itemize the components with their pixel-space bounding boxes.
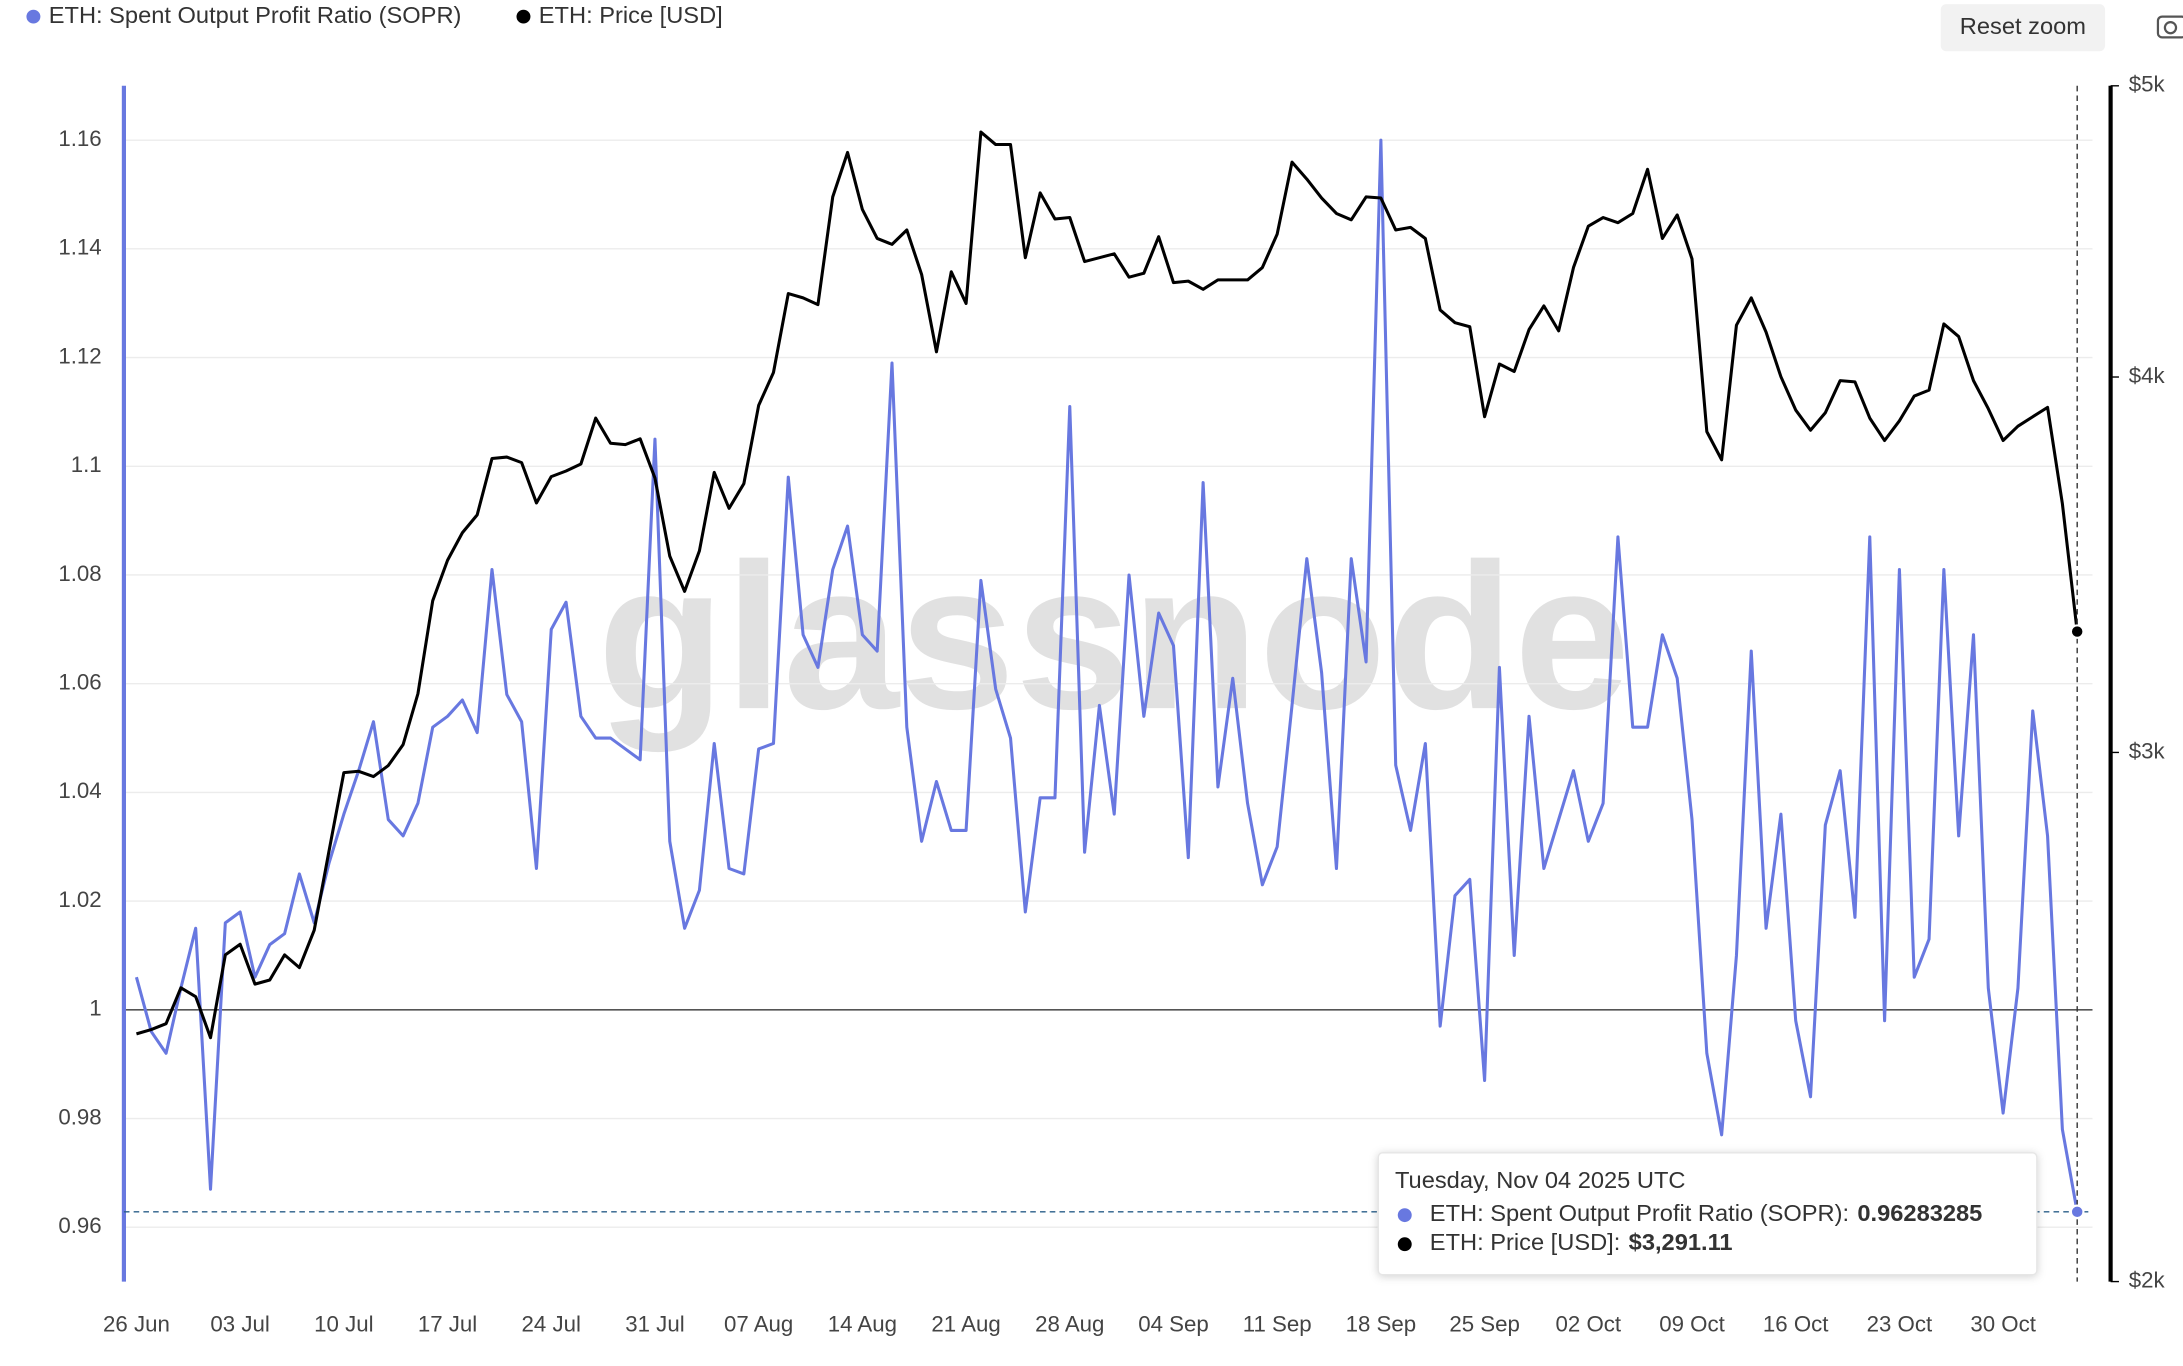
x-tick-label: 11 Sep xyxy=(1243,1312,1312,1337)
x-tick-label: 24 Jul xyxy=(522,1312,581,1337)
y-tick-label: 1.12 xyxy=(58,343,101,368)
y-tick-label: 1.06 xyxy=(58,670,101,695)
y-tick-label: 1.1 xyxy=(71,452,102,477)
tooltip-row-label: ETH: Price [USD]: xyxy=(1430,1229,1621,1255)
legend-label: ETH: Spent Output Profit Ratio (SOPR) xyxy=(49,2,462,28)
x-tick-label: 21 Aug xyxy=(931,1312,1000,1337)
series-line xyxy=(134,138,2079,1213)
tooltip-row-value: 0.96283285 xyxy=(1857,1200,1982,1226)
camera-body[interactable] xyxy=(2156,15,2183,39)
legend-label: ETH: Price [USD] xyxy=(539,2,723,28)
hover-marker xyxy=(2069,624,2085,639)
tooltip-row: ETH: Price [USD]: $3,291.11 xyxy=(1430,1229,1733,1255)
y-tick-label: 1 xyxy=(89,996,101,1021)
y-tick-label: 1.16 xyxy=(58,126,101,151)
tooltip-marker xyxy=(1397,1237,1412,1252)
y-tick-label: 1.04 xyxy=(58,778,101,803)
tooltip-title: Tuesday, Nov 04 2025 UTC xyxy=(1395,1167,1685,1193)
reset-zoom-button[interactable]: Reset zoom xyxy=(1940,4,2106,52)
button-background[interactable] xyxy=(1940,4,2106,52)
x-tick-label: 30 Oct xyxy=(1970,1312,2036,1337)
legend-marker xyxy=(516,9,531,24)
x-tick-label: 26 Jun xyxy=(103,1312,170,1337)
x-tick-label: 09 Oct xyxy=(1659,1312,1725,1337)
series-line xyxy=(136,130,2079,1040)
y2-tick-label: $5k xyxy=(2129,72,2166,97)
y-tick-label: 0.96 xyxy=(58,1213,101,1238)
tooltip-background xyxy=(1377,1152,2038,1276)
camera-icon[interactable] xyxy=(2156,15,2183,39)
tooltip-row-value: $3,291.11 xyxy=(1629,1229,1733,1255)
x-tick-label: 18 Sep xyxy=(1346,1312,1417,1337)
x-tick-label: 25 Sep xyxy=(1449,1312,1520,1337)
tooltip: Tuesday, Nov 04 2025 UTC ETH: Spent Outpu… xyxy=(1377,1152,2038,1276)
camera-lens[interactable] xyxy=(2163,21,2178,35)
x-tick-label: 04 Sep xyxy=(1138,1312,1209,1337)
y2-tick-label: $2k xyxy=(2129,1267,2166,1292)
x-tick-label: 03 Jul xyxy=(210,1312,269,1337)
x-tick-label: 31 Jul xyxy=(625,1312,684,1337)
button-label[interactable]: Reset zoom xyxy=(1960,13,2086,39)
legend: ETH: Spent Output Profit Ratio (SOPR) ETH… xyxy=(26,2,723,28)
x-tick-label: 23 Oct xyxy=(1867,1312,1933,1337)
y2-tick-label: $3k xyxy=(2129,738,2166,763)
y-tick-label: 0.98 xyxy=(58,1104,101,1129)
x-tick-label: 28 Aug xyxy=(1035,1312,1104,1337)
legend-marker xyxy=(26,9,41,24)
x-tick-label: 17 Jul xyxy=(418,1312,477,1337)
x-tick-label: 16 Oct xyxy=(1763,1312,1829,1337)
y2-tick-label: $4k xyxy=(2129,363,2166,388)
hover-marker xyxy=(2069,1204,2085,1220)
tooltip-row-label: ETH: Spent Output Profit Ratio (SOPR): xyxy=(1430,1200,1849,1226)
y-tick-label: 1.08 xyxy=(58,561,101,586)
x-tick-label: 14 Aug xyxy=(828,1312,897,1337)
x-tick-label: 10 Jul xyxy=(314,1312,373,1337)
y-tick-label: 1.02 xyxy=(58,887,101,912)
tooltip-marker xyxy=(1397,1208,1412,1223)
x-tick-label: 07 Aug xyxy=(724,1312,793,1337)
watermark: glassnode xyxy=(597,522,1630,753)
x-tick-label: 02 Oct xyxy=(1556,1312,1622,1337)
grid: 0.96 0.98 1 1.02 1.04 1.06 1.08 1.1 1.12 1.14 1.16… xyxy=(58,72,2165,1337)
y-tick-label: 1.14 xyxy=(58,235,101,260)
tooltip-row: ETH: Spent Output Profit Ratio (SOPR): 0.… xyxy=(1430,1200,1983,1226)
